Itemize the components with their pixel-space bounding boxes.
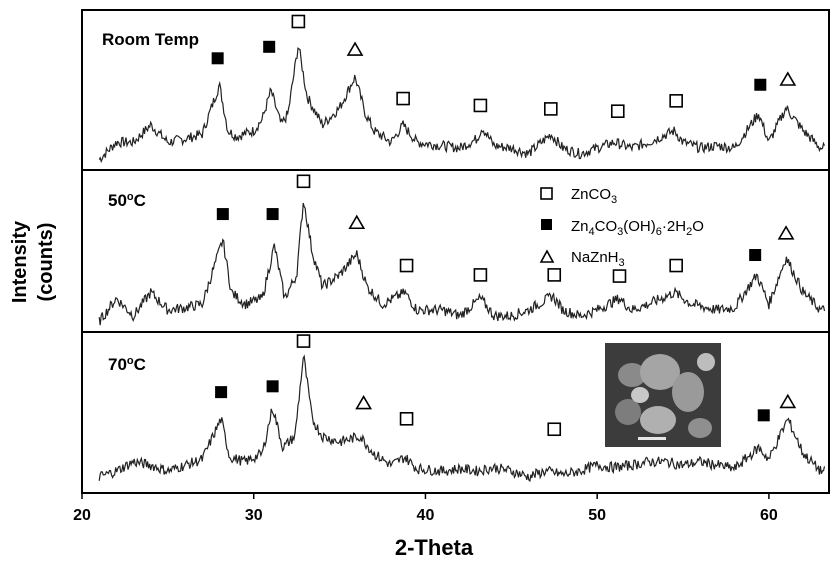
marker-open-square-panel1-5 [473,98,488,113]
panel-label-70c: 70oC [108,355,146,374]
marker-filled-square-panel3-1 [266,380,279,393]
panel-label-70c-unit: C [134,355,146,374]
series-line-panel-2 [98,202,826,326]
sem-particle-4 [615,399,641,425]
legend-label-zn4co3: Zn4CO3(OH)6·2H2O [571,218,704,238]
marker-layer [211,14,797,437]
y-axis-label-line2: (counts) [35,223,57,302]
sem-particle-2 [640,354,680,390]
marker-open-triangle-panel2-10 [777,225,795,240]
marker-open-square-panel3-2 [296,334,311,348]
panel-label-50c: 50oC [108,191,146,210]
sem-particle-5 [640,406,676,434]
marker-open-square-panel1-8 [669,94,683,108]
marker-open-square-panel2-7 [612,269,627,283]
legend-zn4-rest4: O [692,218,704,235]
x-tick-label-30: 30 [245,507,263,524]
marker-open-triangle-panel3-3 [355,394,373,410]
marker-filled-square-panel1-1 [263,40,276,53]
marker-open-square-panel3-4 [399,411,414,426]
marker-open-triangle-panel1-10 [779,71,797,86]
x-axis-label: 2-Theta [395,535,474,560]
marker-open-square-panel1-2 [291,14,306,29]
marker-open-triangle-panel2-3 [348,214,366,230]
marker-open-square-panel1-6 [544,102,558,116]
legend-label-znco3: ZnCO3 [571,186,617,206]
marker-filled-square-panel2-0 [216,208,229,221]
marker-open-square-panel2-2 [296,174,311,189]
marker-filled-square-panel2-9 [749,249,762,262]
series-line-panel-3 [98,354,826,483]
legend-label-nazNH3: NaZnH3 [571,249,625,269]
legend-nazNH3-main: NaZnH [571,249,619,266]
x-tick-label-50: 50 [588,507,606,524]
marker-open-square-panel1-4 [396,91,410,106]
y-axis-label-line1: Intensity [9,220,31,303]
sem-scale-bar [638,437,666,440]
marker-open-triangle-panel1-3 [346,41,364,56]
legend-filled-square-icon [541,219,552,230]
legend: ZnCO3 Zn4CO3(OH)6·2H2O NaZnH3 [539,186,704,269]
marker-filled-square-panel3-0 [215,386,228,399]
marker-open-square-panel1-7 [610,104,625,118]
sem-particle-1 [618,363,646,387]
marker-open-square-panel2-4 [399,258,414,273]
sem-particle-8 [697,353,715,371]
legend-zn4-main: Zn [571,218,589,235]
sem-inset-image [605,343,721,447]
x-tick-label-60: 60 [760,507,778,524]
panel-label-50c-unit: C [134,191,146,210]
panel-label-70c-sup: o [127,355,134,367]
marker-filled-square-panel1-9 [754,78,767,91]
x-tick-label-40: 40 [417,507,435,524]
marker-open-square-panel3-5 [547,422,562,437]
sem-particle-3 [672,372,704,412]
legend-zn4-sub: 4 [589,226,595,238]
plot-frame [81,9,830,494]
marker-open-square-panel2-5 [473,268,488,282]
panel-label-50c-sup: o [127,191,134,203]
legend-zn4-sub4: 2 [686,226,692,238]
legend-open-square-icon [540,187,553,200]
panel-frames [81,9,830,494]
series-line-panel-1 [98,47,826,164]
series-layer [98,47,826,483]
legend-znco3-sub: 3 [611,194,617,206]
x-tick-label-20: 20 [73,507,91,524]
legend-zn4-sub3: 6 [656,226,662,238]
legend-open-triangle-icon [539,249,555,263]
legend-zn4-sub2: 3 [617,226,623,238]
sem-particle-7 [631,387,649,403]
marker-filled-square-panel2-1 [266,208,279,221]
marker-open-square-panel2-8 [669,258,683,273]
marker-filled-square-panel3-6 [757,409,770,422]
legend-zn4-rest3: ·2H [662,218,686,235]
marker-open-square-panel2-6 [547,268,562,282]
sem-particle-6 [688,418,712,438]
legend-znco3-main: ZnCO [571,186,611,203]
panel-label-50c-num: 50 [108,191,127,210]
legend-nazNH3-sub: 3 [619,257,625,269]
x-axis: 20 30 40 50 60 [73,493,778,524]
marker-filled-square-panel1-0 [211,52,224,65]
panel-label-70c-num: 70 [108,355,127,374]
legend-zn4-rest: CO [595,218,618,235]
legend-zn4-rest2: (OH) [623,218,656,235]
marker-open-triangle-panel3-7 [779,393,797,409]
panel-label-room-temp: Room Temp [102,30,199,49]
